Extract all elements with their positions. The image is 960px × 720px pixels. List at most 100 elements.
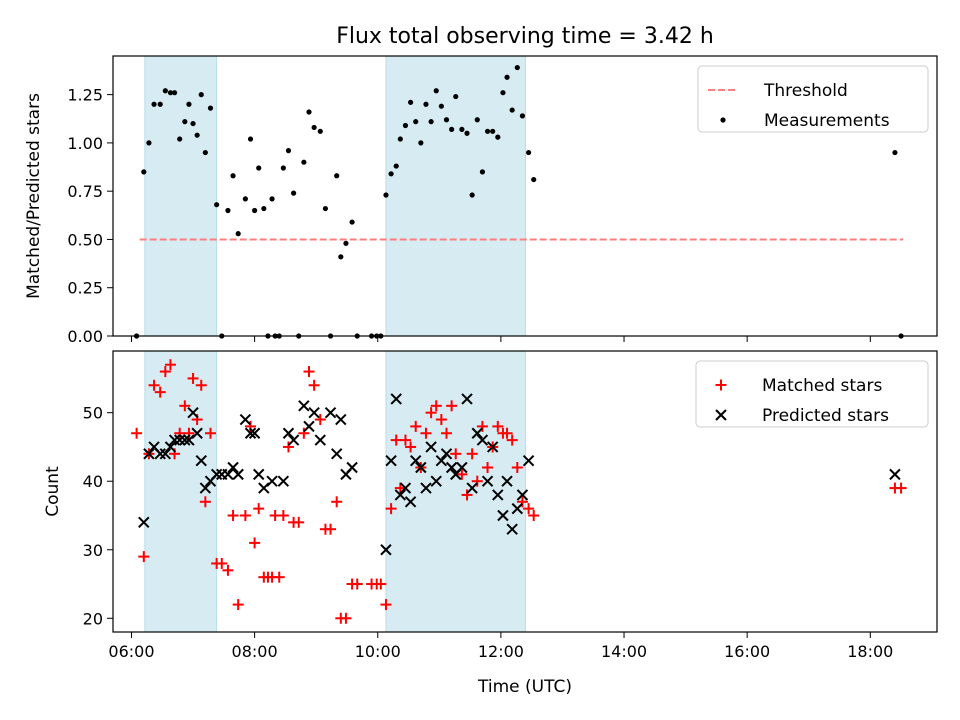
- matched-stars-point: [351, 578, 363, 590]
- measurement-point: [207, 105, 214, 111]
- predicted-stars-point: [415, 461, 427, 474]
- measurement-point: [198, 92, 204, 98]
- predicted-stars-point: [222, 468, 234, 481]
- top-x-ticks: [130, 336, 871, 342]
- matched-stars-point: [303, 366, 315, 378]
- y-tick-label: 40: [83, 472, 103, 491]
- predicted-stars-point: [324, 406, 337, 419]
- matched-stars-point: [511, 462, 523, 474]
- matched-stars-point: [216, 557, 228, 569]
- measurement-point: [453, 93, 459, 100]
- measurement-point: [256, 165, 262, 171]
- y-tick-label: 1.00: [67, 134, 103, 153]
- measurement-point: [306, 109, 312, 115]
- measurement-point: [531, 176, 537, 183]
- matched-stars-point: [476, 420, 488, 432]
- measurement-point: [519, 113, 526, 119]
- measurement-point: [285, 148, 292, 154]
- matched-stars-point: [425, 407, 437, 419]
- predicted-stars-point: [282, 427, 295, 439]
- matched-stars-point: [390, 434, 402, 446]
- measurement-point: [479, 169, 486, 175]
- top-legend: Threshold Measurements: [697, 65, 929, 133]
- legend-label: Matched stars: [762, 376, 882, 396]
- bottom-legend: Matched stars Predicted stars: [695, 360, 929, 428]
- shaded-interval-2: [385, 350, 527, 633]
- predicted-stars-point: [430, 475, 442, 487]
- legend-box: [697, 65, 929, 133]
- bottom-y-axis-label: Count: [43, 466, 63, 517]
- measurement-point: [291, 190, 297, 196]
- measurement-point: [509, 107, 515, 113]
- matched-stars-point: [187, 372, 199, 384]
- legend-matched-swatch: [715, 379, 727, 391]
- predicted-stars-point: [308, 406, 320, 419]
- matched-stars-point: [222, 564, 234, 576]
- matched-stars-point: [399, 434, 411, 446]
- matched-stars-point: [325, 523, 337, 535]
- legend-box: [695, 360, 929, 428]
- matched-stars-point: [506, 434, 518, 446]
- matched-stars-point: [456, 468, 468, 480]
- bottom-x-axis: 06:00 08:00 10:00 12:00 14:00 16:00 18:00: [108, 632, 893, 661]
- measurement-point: [141, 169, 147, 175]
- bottom-axes-frame: [112, 350, 938, 633]
- predicted-stars-point: [471, 427, 483, 439]
- predicted-stars-point: [303, 420, 315, 433]
- measurement-point: [311, 124, 317, 131]
- measurement-point: [469, 192, 475, 198]
- matched-stars-point: [340, 612, 352, 624]
- measurement-point: [280, 165, 286, 171]
- matched-stars-point: [273, 571, 285, 583]
- shaded-interval-1: [144, 350, 218, 633]
- measurement-point: [214, 202, 220, 208]
- measurement-point: [449, 126, 455, 132]
- top-shaded-intervals: [144, 55, 527, 337]
- measurement-point: [247, 136, 254, 142]
- y-tick-label: 50: [83, 404, 103, 423]
- predicted-stars-point: [445, 461, 458, 474]
- matched-stars-point: [227, 509, 239, 521]
- predicted-stars-point: [195, 454, 207, 467]
- predicted-stars-point: [492, 489, 504, 501]
- predicted-stars-point: [511, 502, 524, 515]
- y-tick-label: 0.25: [67, 279, 103, 298]
- x-axis-label: Time (UTC): [477, 677, 572, 697]
- predicted-stars-point: [390, 393, 402, 405]
- predicted-stars-point: [506, 523, 518, 535]
- measurement-point: [383, 192, 389, 198]
- matched-stars-point: [277, 509, 289, 521]
- matched-stars-point: [148, 379, 160, 391]
- measurement-point: [151, 101, 157, 107]
- matched-stars-point: [466, 448, 478, 460]
- matched-stars-point: [471, 475, 483, 487]
- matched-stars-point: [523, 503, 535, 515]
- matched-stars-point: [204, 427, 216, 439]
- predicted-stars-point: [248, 427, 261, 439]
- x-tick-label: 14:00: [601, 642, 647, 661]
- top-panel: 0.00 0.25 0.50 0.75 1.00 1.25 Matched/Predict…: [24, 55, 938, 346]
- measurement-point: [407, 99, 414, 105]
- measurement-point: [186, 101, 192, 107]
- matched-stars-point: [394, 482, 406, 494]
- measurement-point: [146, 140, 152, 146]
- predicted-stars-point: [380, 544, 392, 556]
- predicted-stars-point: [404, 496, 417, 508]
- chart-title: Flux total observing time = 3.42 h: [336, 24, 714, 49]
- measurement-point: [413, 119, 419, 125]
- measurement-point: [459, 126, 465, 132]
- measurement-point: [157, 101, 163, 107]
- predicted-stars-point: [399, 482, 412, 494]
- measurement-point: [235, 231, 241, 237]
- matched-stars-point: [461, 489, 473, 501]
- predicted-stars-point: [497, 509, 509, 522]
- measurement-point: [322, 205, 329, 212]
- predicted-stars-point: [168, 434, 181, 446]
- measurement-point: [225, 207, 231, 214]
- x-tick-label: 12:00: [478, 642, 524, 661]
- predicted-stars-point: [335, 413, 347, 426]
- predicted-stars-point: [210, 468, 223, 481]
- predicted-stars-point: [330, 448, 343, 460]
- predicted-stars-point: [298, 400, 310, 412]
